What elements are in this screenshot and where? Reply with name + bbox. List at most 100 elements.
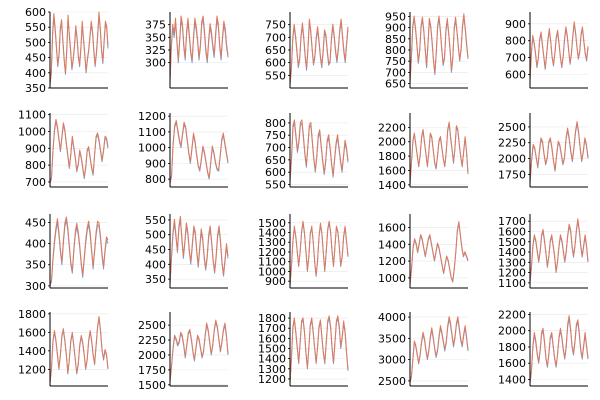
y-tick-label: 1200 xyxy=(258,246,286,259)
y-tick-label: 450 xyxy=(145,244,166,257)
y-tick-label: 750 xyxy=(385,55,406,68)
y-tick-label: 1200 xyxy=(258,373,286,386)
series-2-line xyxy=(529,315,589,384)
subplot-16: 1200 1400 1600 1800 xyxy=(18,308,109,387)
y-tick-label: 800 xyxy=(385,44,406,57)
subplot-10: 1750 2000 2250 2500 xyxy=(498,113,589,188)
y-tick-label: 650 xyxy=(265,44,286,57)
y-tick-label: 2200 xyxy=(498,308,526,321)
y-tick-label: 1300 xyxy=(258,363,286,376)
y-tick-label: 1400 xyxy=(258,227,286,240)
y-tick-label: 900 xyxy=(145,157,166,170)
y-tick-label: 350 xyxy=(145,31,166,44)
y-tick-label: 1000 xyxy=(18,126,46,139)
y-tick-label: 1600 xyxy=(378,221,406,234)
y-tick-label: 1000 xyxy=(378,272,406,285)
y-tick-label: 2000 xyxy=(498,325,526,338)
y-tick-label: 600 xyxy=(265,166,286,179)
subplot-5: 600 700 800 900 xyxy=(505,12,589,89)
y-tick-label: 1400 xyxy=(498,373,526,386)
y-tick-label: 350 xyxy=(25,82,46,95)
y-tick-label: 700 xyxy=(265,31,286,44)
y-tick-label: 1400 xyxy=(498,246,526,259)
y-tick-label: 500 xyxy=(25,36,46,49)
y-tick-label: 800 xyxy=(25,159,46,172)
subplot-14: 1000 1200 1400 1600 xyxy=(378,214,469,289)
series-2-line xyxy=(409,316,469,383)
series-2-line xyxy=(169,15,229,81)
subplot-19: 2500 3000 3500 4000 xyxy=(378,311,469,388)
y-tick-label: 1800 xyxy=(378,150,406,163)
y-tick-label: 1800 xyxy=(498,341,526,354)
y-tick-label: 650 xyxy=(385,78,406,91)
y-tick-label: 950 xyxy=(385,10,406,23)
series-2-line xyxy=(409,13,469,83)
y-tick-label: 850 xyxy=(385,33,406,46)
y-tick-label: 350 xyxy=(25,259,46,272)
y-tick-label: 1100 xyxy=(18,109,46,122)
y-tick-label: 700 xyxy=(25,176,46,189)
y-tick-label: 375 xyxy=(145,19,166,32)
y-tick-label: 2000 xyxy=(498,153,526,166)
subplot-17: 1500 1750 2000 2250 2500 xyxy=(138,312,229,392)
y-tick-label: 1100 xyxy=(258,256,286,269)
y-tick-label: 1200 xyxy=(498,267,526,280)
y-tick-label: 1600 xyxy=(378,164,406,177)
y-tick-label: 900 xyxy=(505,18,526,31)
y-tick-label: 550 xyxy=(145,214,166,227)
series-2-line xyxy=(49,216,109,286)
y-tick-label: 1400 xyxy=(258,353,286,366)
series-2-line xyxy=(289,18,349,85)
series-1-line xyxy=(409,123,469,185)
y-tick-label: 2000 xyxy=(378,136,406,149)
y-tick-label: 3500 xyxy=(378,332,406,345)
y-tick-label: 2250 xyxy=(138,334,166,347)
y-tick-label: 2000 xyxy=(138,349,166,362)
y-tick-label: 2200 xyxy=(378,121,406,134)
series-2-line xyxy=(529,218,589,283)
series-2-line xyxy=(49,11,109,84)
y-tick-label: 450 xyxy=(25,216,46,229)
y-tick-label: 1600 xyxy=(18,326,46,339)
y-tick-label: 4000 xyxy=(378,311,406,324)
y-tick-label: 350 xyxy=(145,273,166,286)
y-tick-label: 1700 xyxy=(258,322,286,335)
series-1-line xyxy=(49,14,109,86)
y-tick-label: 800 xyxy=(505,35,526,48)
y-tick-label: 400 xyxy=(25,67,46,80)
series-2-line xyxy=(169,215,229,284)
y-tick-label: 650 xyxy=(265,154,286,167)
y-tick-label: 2500 xyxy=(498,121,526,134)
y-tick-label: 900 xyxy=(25,142,46,155)
y-tick-label: 700 xyxy=(265,142,286,155)
y-tick-label: 300 xyxy=(25,280,46,293)
series-2-line xyxy=(529,121,589,184)
subplot-11: 300 350 400 450 xyxy=(25,214,109,293)
y-tick-label: 600 xyxy=(25,6,46,19)
series-2-line xyxy=(409,221,469,285)
y-tick-label: 1750 xyxy=(498,168,526,181)
y-tick-label: 600 xyxy=(505,68,526,81)
series-1-line xyxy=(409,222,469,285)
y-tick-label: 1400 xyxy=(18,345,46,358)
y-tick-label: 1200 xyxy=(18,363,46,376)
subplot-20: 1400 1600 1800 2000 2200 xyxy=(498,308,589,387)
y-tick-label: 2500 xyxy=(138,319,166,332)
subplot-7: 800 900 1000 1100 1200 xyxy=(138,110,229,188)
y-tick-label: 1100 xyxy=(498,277,526,290)
y-tick-label: 500 xyxy=(145,229,166,242)
y-tick-label: 1000 xyxy=(258,265,286,278)
series-2-line xyxy=(169,319,229,382)
y-tick-label: 1500 xyxy=(258,342,286,355)
series-2-line xyxy=(289,119,349,181)
y-tick-label: 550 xyxy=(265,179,286,192)
series-2-line xyxy=(529,21,589,81)
y-tick-label: 1200 xyxy=(138,110,166,123)
y-tick-label: 800 xyxy=(145,173,166,186)
y-tick-label: 1600 xyxy=(498,357,526,370)
series-2-line xyxy=(409,121,469,185)
